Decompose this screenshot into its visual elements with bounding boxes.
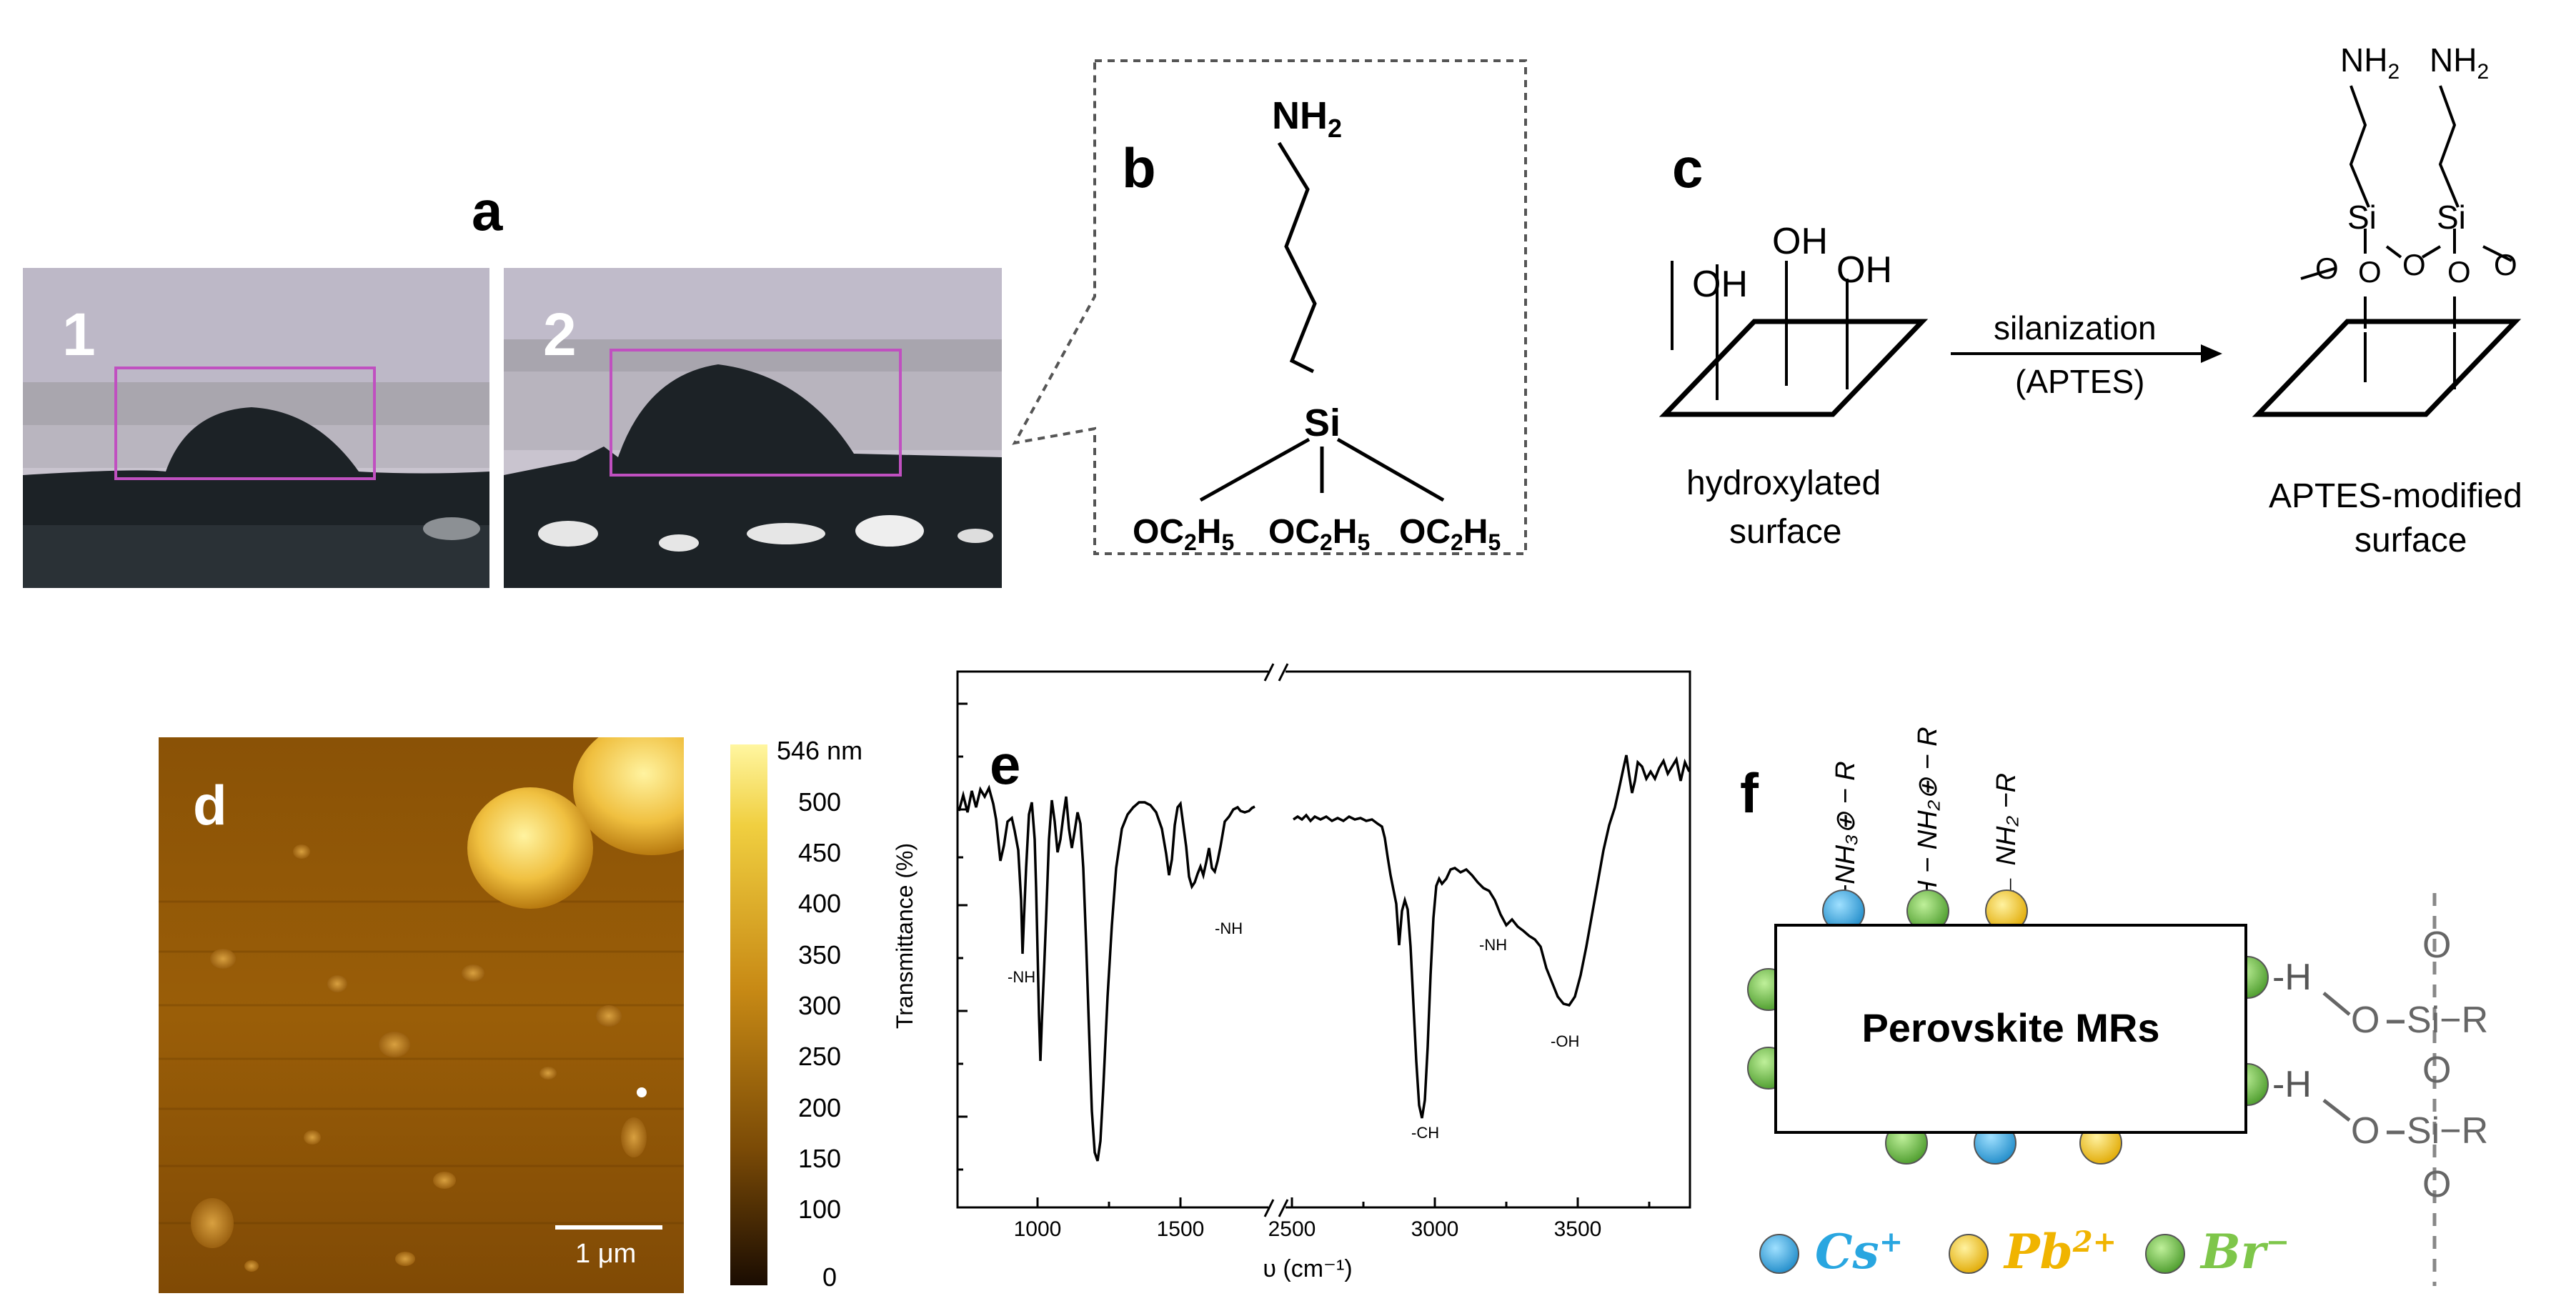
contact-angle-photo-2: 2 [504,268,1002,588]
o-2: O [2358,255,2382,289]
afm-colorbar [730,744,767,1285]
x-axis-label: υ (cm⁻¹) [1263,1255,1352,1282]
arrow-label-top: silanization [1994,309,2157,347]
panel-d-letter: d [193,774,227,837]
colorbar-tick: 546 nm [777,736,863,765]
colorbar-tick: 450 [798,838,842,867]
h-bond-1: -H [2272,957,2312,998]
left-caption-1: hydroxylated [1686,464,1881,502]
legend-pb: Pb2+ [2004,1224,2117,1280]
colorbar-tick: 100 [798,1195,842,1224]
annotation-nh-3: -NH [1479,936,1507,954]
colorbar-tick: 0 [822,1262,837,1292]
scale-bar-label: 1 μm [575,1239,637,1269]
oh-label-2: OH [1772,221,1828,262]
afm-image: d 1 μm [159,737,684,1293]
aptes-structure [1199,141,1445,502]
right-caption-1: APTES-modified [2269,477,2522,515]
legend-cs-ion [1759,1234,1799,1274]
top-label-3: ← NH₂ −R [1991,773,2021,900]
panel-c-diagram: OH OH OH hydroxylated surface silanizati… [1593,14,2572,564]
top-label-2: H − NH₂⊕ − R [1913,727,1943,900]
ftir-spectrum-left [958,784,1255,1162]
photo-2-label: 2 [543,301,577,368]
panel-c-letter: c [1672,136,1704,199]
o-4: O [2447,255,2471,289]
panel-f-diagram: −NH₃⊕ − R H − NH₂⊕ − R ← NH₂ −R Perovski… [1729,643,2572,1307]
oh-label-1: OH [1692,264,1748,305]
colorbar-tick: 200 [798,1093,842,1122]
plot-frame [956,670,1691,1209]
colorbar-tick: 150 [798,1144,842,1173]
legend-pb-ion [1949,1234,1989,1274]
arrow-label-bottom: (APTES) [2015,363,2144,400]
ethoxy-left: OC2H5 [1133,513,1234,555]
o-3: O [2402,248,2426,281]
x-tick-3000: 3000 [1411,1217,1459,1241]
colorbar-tick: 400 [798,889,842,918]
panel-f-letter: f [1740,762,1759,824]
x-tick-1500: 1500 [1157,1217,1205,1241]
ftir-chart: 1000 1500 2500 3000 3500 υ (cm⁻¹) Transm… [879,661,1708,1290]
top-label-1: −NH₃⊕ − R [1831,761,1861,900]
siloxane-si: Si−R [2407,1110,2488,1152]
siloxane-si: Si−R [2407,1000,2488,1041]
legend-cs: Cs+ [1815,1224,1904,1280]
colorbar-tick: 300 [798,991,842,1020]
annotation-nh-2: -NH [1215,919,1243,937]
annotation-nh-1: -NH [1008,968,1035,986]
panel-b-diagram: NH2 Si OC2H5 OC2H5 OC2H5 [1000,57,1529,572]
colorbar-tick: 500 [798,787,842,817]
contact-angle-photo-1: 1 [23,268,489,588]
y-axis-label: Transmittance (%) [892,843,917,1029]
legend-br-ion [2145,1234,2185,1274]
photo-1-label: 1 [62,301,96,368]
x-tick-2500: 2500 [1268,1217,1316,1241]
siloxane-o: O [2422,1164,2451,1205]
siloxane-o: O [2422,1050,2451,1091]
ethoxy-right: OC2H5 [1399,513,1501,555]
aptes-silicon: Si [1304,402,1341,444]
aptes-amine: NH2 [1272,94,1342,143]
annotation-oh: -OH [1551,1032,1579,1050]
o-1: O [2315,251,2339,285]
si-1: Si [2347,199,2377,236]
annotation-ch: -CH [1411,1124,1439,1142]
x-tick-1000: 1000 [1014,1217,1062,1241]
right-caption-2: surface [2354,522,2467,559]
ftir-spectrum-right [1293,754,1691,1119]
siloxane-o: O [2351,1110,2379,1152]
nh2-1: NH2 [2340,41,2400,84]
perovskite-label: Perovskite MRs [1861,1005,2159,1050]
colorbar-ticks: 546 nm 500 450 400 350 300 250 200 150 1… [777,736,877,1300]
oh-label-3: OH [1836,249,1892,291]
h-bond-2: -H [2272,1064,2312,1105]
colorbar-tick: 350 [798,940,842,969]
nh2-2: NH2 [2430,41,2489,84]
perovskite-box [1774,924,2247,1134]
colorbar-tick: 250 [798,1042,842,1071]
siloxane-o: O [2422,924,2451,966]
legend-br: Br− [2201,1224,2290,1280]
ethoxy-middle: OC2H5 [1268,513,1370,555]
panel-a-letter: a [472,179,503,242]
x-tick-3500: 3500 [1554,1217,1602,1241]
siloxane-o: O [2351,1000,2379,1041]
panel-e-letter: e [990,733,1021,796]
panel-b-letter: b [1122,136,1156,199]
left-caption-2: surface [1729,513,1841,551]
o-5: O [2494,248,2517,281]
si-2: Si [2437,199,2466,236]
